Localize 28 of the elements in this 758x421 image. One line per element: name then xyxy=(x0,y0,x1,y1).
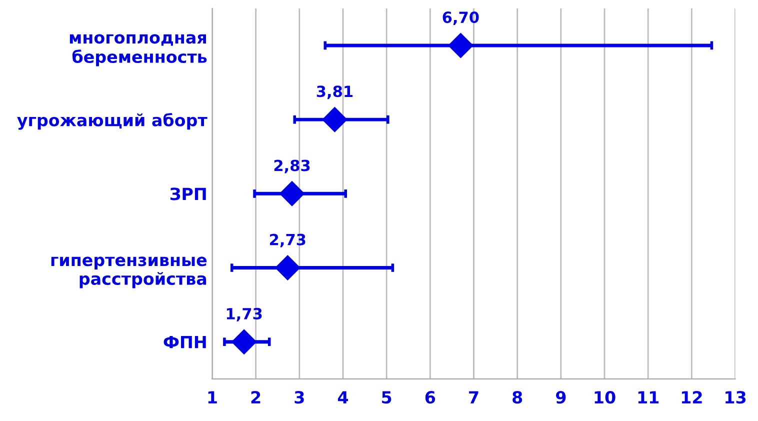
x-tick-label: 1 xyxy=(208,391,217,404)
y-tick-label: угрожающий аборт xyxy=(17,112,208,130)
point xyxy=(280,181,304,206)
point xyxy=(232,329,257,354)
x-tick-label: 8 xyxy=(512,391,522,404)
x-tick-label: 11 xyxy=(638,391,659,404)
x-tick-label: 5 xyxy=(382,391,392,404)
x-tick-label: 2 xyxy=(251,391,260,404)
x-tick-label: 12 xyxy=(682,391,702,404)
y-tick-label: многоплодная беременность xyxy=(70,34,207,66)
x-tick-label: 10 xyxy=(594,391,616,404)
data-label: 1,73 xyxy=(226,308,262,322)
data-label: 2,83 xyxy=(274,160,310,174)
point xyxy=(322,107,348,132)
point xyxy=(448,32,474,58)
x-tick-label: 7 xyxy=(469,391,478,404)
y-tick-label: ФПН xyxy=(164,336,206,348)
x-tick-label: 13 xyxy=(726,391,746,404)
point xyxy=(275,255,300,280)
y-tick-label: ЗРП xyxy=(170,188,206,200)
data-label: 2,73 xyxy=(270,234,306,248)
data-label: 6,70 xyxy=(442,12,479,26)
x-tick-label: 6 xyxy=(425,391,436,404)
x-tick-label: 4 xyxy=(338,391,348,404)
x-tick-label: 9 xyxy=(556,391,566,404)
x-tick-label: 3 xyxy=(294,391,304,404)
data-label: 3,81 xyxy=(316,86,353,100)
y-tick-label: гипертензивные расстройства xyxy=(51,256,207,288)
